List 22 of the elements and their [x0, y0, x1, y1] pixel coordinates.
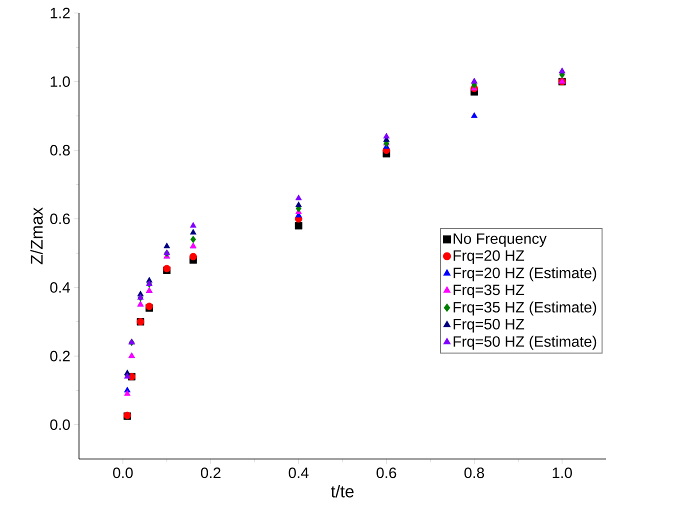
legend-label: No Frequency [454, 233, 547, 247]
y-tick-label: 1.0 [50, 76, 70, 87]
y-tick-label: 0.0 [50, 419, 70, 430]
y-tick-label: 0.2 [50, 350, 70, 362]
legend-label: Frq=50 HZ [454, 318, 524, 332]
legend-label: Frq=50 HZ (Estimate) [454, 336, 596, 350]
legend-label: Frq=35 HZ (Estimate) [454, 302, 596, 316]
y-tick-label: 0.4 [50, 282, 70, 293]
x-tick-label: 0.8 [464, 468, 484, 478]
legend-label: Frq=20 HZ [454, 250, 524, 264]
x-tick-label: 0.2 [200, 468, 220, 478]
x-tick-label: 0.0 [113, 468, 133, 478]
y-tick-label: 0.6 [50, 214, 70, 224]
legend-label: Frq=20 HZ (Estimate) [454, 267, 596, 282]
y-tick-label: 1.2 [50, 8, 70, 18]
x-tick-label: 0.6 [376, 468, 396, 478]
legend-label: Frq=35 HZ [454, 284, 524, 298]
x-tick-label: 1.0 [552, 468, 572, 478]
x-tick-label: 0.4 [288, 468, 309, 478]
x-axis-title: t/te [330, 484, 354, 498]
y-axis-title: Z/Zmax [30, 207, 43, 264]
y-tick-label: 0.8 [50, 144, 70, 156]
